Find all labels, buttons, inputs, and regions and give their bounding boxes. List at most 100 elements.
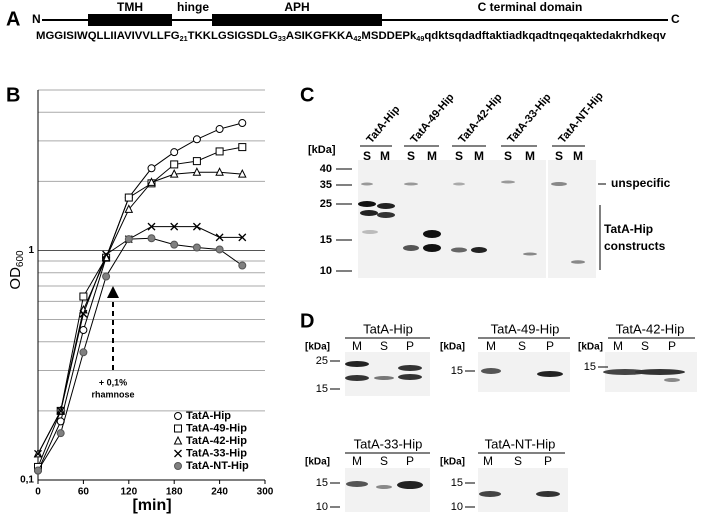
- lane-label: P: [546, 339, 554, 353]
- marker: [237, 169, 247, 178]
- legend-label: TatA-42-Hip: [186, 435, 247, 447]
- marker: [124, 235, 133, 244]
- legend-label: TatA-33-Hip: [186, 447, 247, 459]
- marker: [56, 406, 65, 415]
- lane-label: M: [380, 149, 390, 163]
- annotation: rhamnose: [91, 389, 134, 399]
- domain-label: APH: [284, 0, 309, 14]
- lane-label: P: [544, 454, 552, 468]
- x-tick-label: 240: [211, 487, 228, 498]
- construct-label: TatA-NT-Hip: [556, 90, 606, 146]
- marker: [79, 309, 88, 318]
- blot-title: TatA-Hip: [363, 321, 413, 336]
- lane-label: S: [407, 149, 415, 163]
- legend-label: TatA-49-Hip: [186, 422, 247, 434]
- band: [523, 252, 537, 256]
- lane-label: S: [363, 149, 371, 163]
- marker: [238, 143, 247, 152]
- marker: [170, 240, 179, 249]
- marker: [192, 243, 201, 252]
- blot-title: TatA-33-Hip: [354, 436, 423, 451]
- kda-marker: 15: [451, 365, 463, 377]
- blot-membrane: [478, 468, 568, 512]
- marker: [147, 234, 156, 243]
- domain-label: C terminal domain: [478, 0, 583, 14]
- lane-label: M: [352, 339, 362, 353]
- y-tick-label: 1: [28, 245, 34, 256]
- sequence-segment: ASIKGFKKA: [286, 30, 354, 42]
- marker: [147, 164, 156, 173]
- marker: [170, 148, 179, 157]
- n-terminus: N: [32, 12, 41, 26]
- growth-chart: 0,1 1 0 60 120 180 240 300 [min] OD600 + 0,1% rhamn…: [7, 89, 274, 514]
- band: [481, 368, 501, 374]
- band: [479, 491, 501, 497]
- marker: [102, 272, 111, 281]
- marker: [79, 292, 88, 301]
- y-tick-label: 0,1: [20, 475, 34, 486]
- marker: [79, 326, 88, 335]
- band: [536, 491, 560, 497]
- marker: [174, 462, 182, 470]
- marker: [215, 245, 224, 254]
- marker: [215, 167, 224, 176]
- lane-label: S: [518, 339, 526, 353]
- marker: [174, 424, 182, 433]
- kda-unit: [kDa]: [305, 457, 330, 468]
- marker: [147, 222, 156, 231]
- construct-label: TatA-Hip: [364, 103, 402, 145]
- lane-label: M: [483, 454, 493, 468]
- arrow-head: [107, 286, 119, 298]
- kda-marker: 15: [320, 234, 332, 246]
- marker: [124, 193, 133, 202]
- series-line: [37, 226, 243, 455]
- blot-title: TatA-49-Hip: [491, 321, 560, 336]
- lane-label: S: [380, 339, 388, 353]
- marker: [192, 157, 201, 166]
- kda-marker: 15: [584, 361, 596, 373]
- construct-label: TatA-42-Hip: [456, 91, 505, 146]
- blot-membrane: [358, 160, 546, 278]
- sequence-segment: MSDDEPk: [361, 30, 417, 42]
- kda-marker: 25: [316, 355, 328, 367]
- series-line: [37, 237, 243, 471]
- panel-label: D: [300, 310, 314, 332]
- marker: [192, 222, 201, 231]
- band: [361, 182, 373, 186]
- marker: [215, 125, 224, 134]
- marker: [56, 429, 65, 438]
- band: [377, 212, 395, 218]
- construct-label: TatA-49-Hip: [408, 91, 457, 146]
- band: [551, 182, 567, 186]
- lane-label: P: [406, 454, 414, 468]
- band: [360, 210, 378, 216]
- marker: [192, 167, 202, 176]
- kda-marker: 25: [320, 198, 332, 210]
- y-axis-label: OD600: [7, 250, 26, 290]
- lane-label: M: [427, 149, 437, 163]
- band: [471, 247, 487, 253]
- band: [423, 230, 441, 238]
- western-blots-d: TatA-Hip [kDa] M S P 25 15 TatA-49-Hip [kDa] M S P 1…: [305, 321, 697, 513]
- kda-unit: [kDa]: [305, 342, 330, 353]
- note: TatA-Hip: [604, 222, 653, 236]
- band: [423, 244, 441, 252]
- legend-label: TatA-NT-Hip: [186, 460, 249, 472]
- marker: [238, 233, 247, 242]
- x-tick-label: 300: [257, 487, 274, 498]
- domain-label: hinge: [177, 0, 209, 14]
- panel-label: A: [6, 8, 20, 30]
- band: [453, 182, 465, 186]
- kda-marker: 35: [320, 179, 332, 191]
- lane-label: S: [380, 454, 388, 468]
- residue-number: 49: [416, 36, 424, 43]
- marker: [102, 250, 111, 259]
- note: constructs: [604, 239, 666, 253]
- kda-marker: 10: [320, 265, 332, 277]
- band: [571, 260, 585, 264]
- band: [377, 203, 395, 209]
- marker: [34, 466, 42, 475]
- band: [376, 485, 392, 489]
- band: [603, 369, 647, 375]
